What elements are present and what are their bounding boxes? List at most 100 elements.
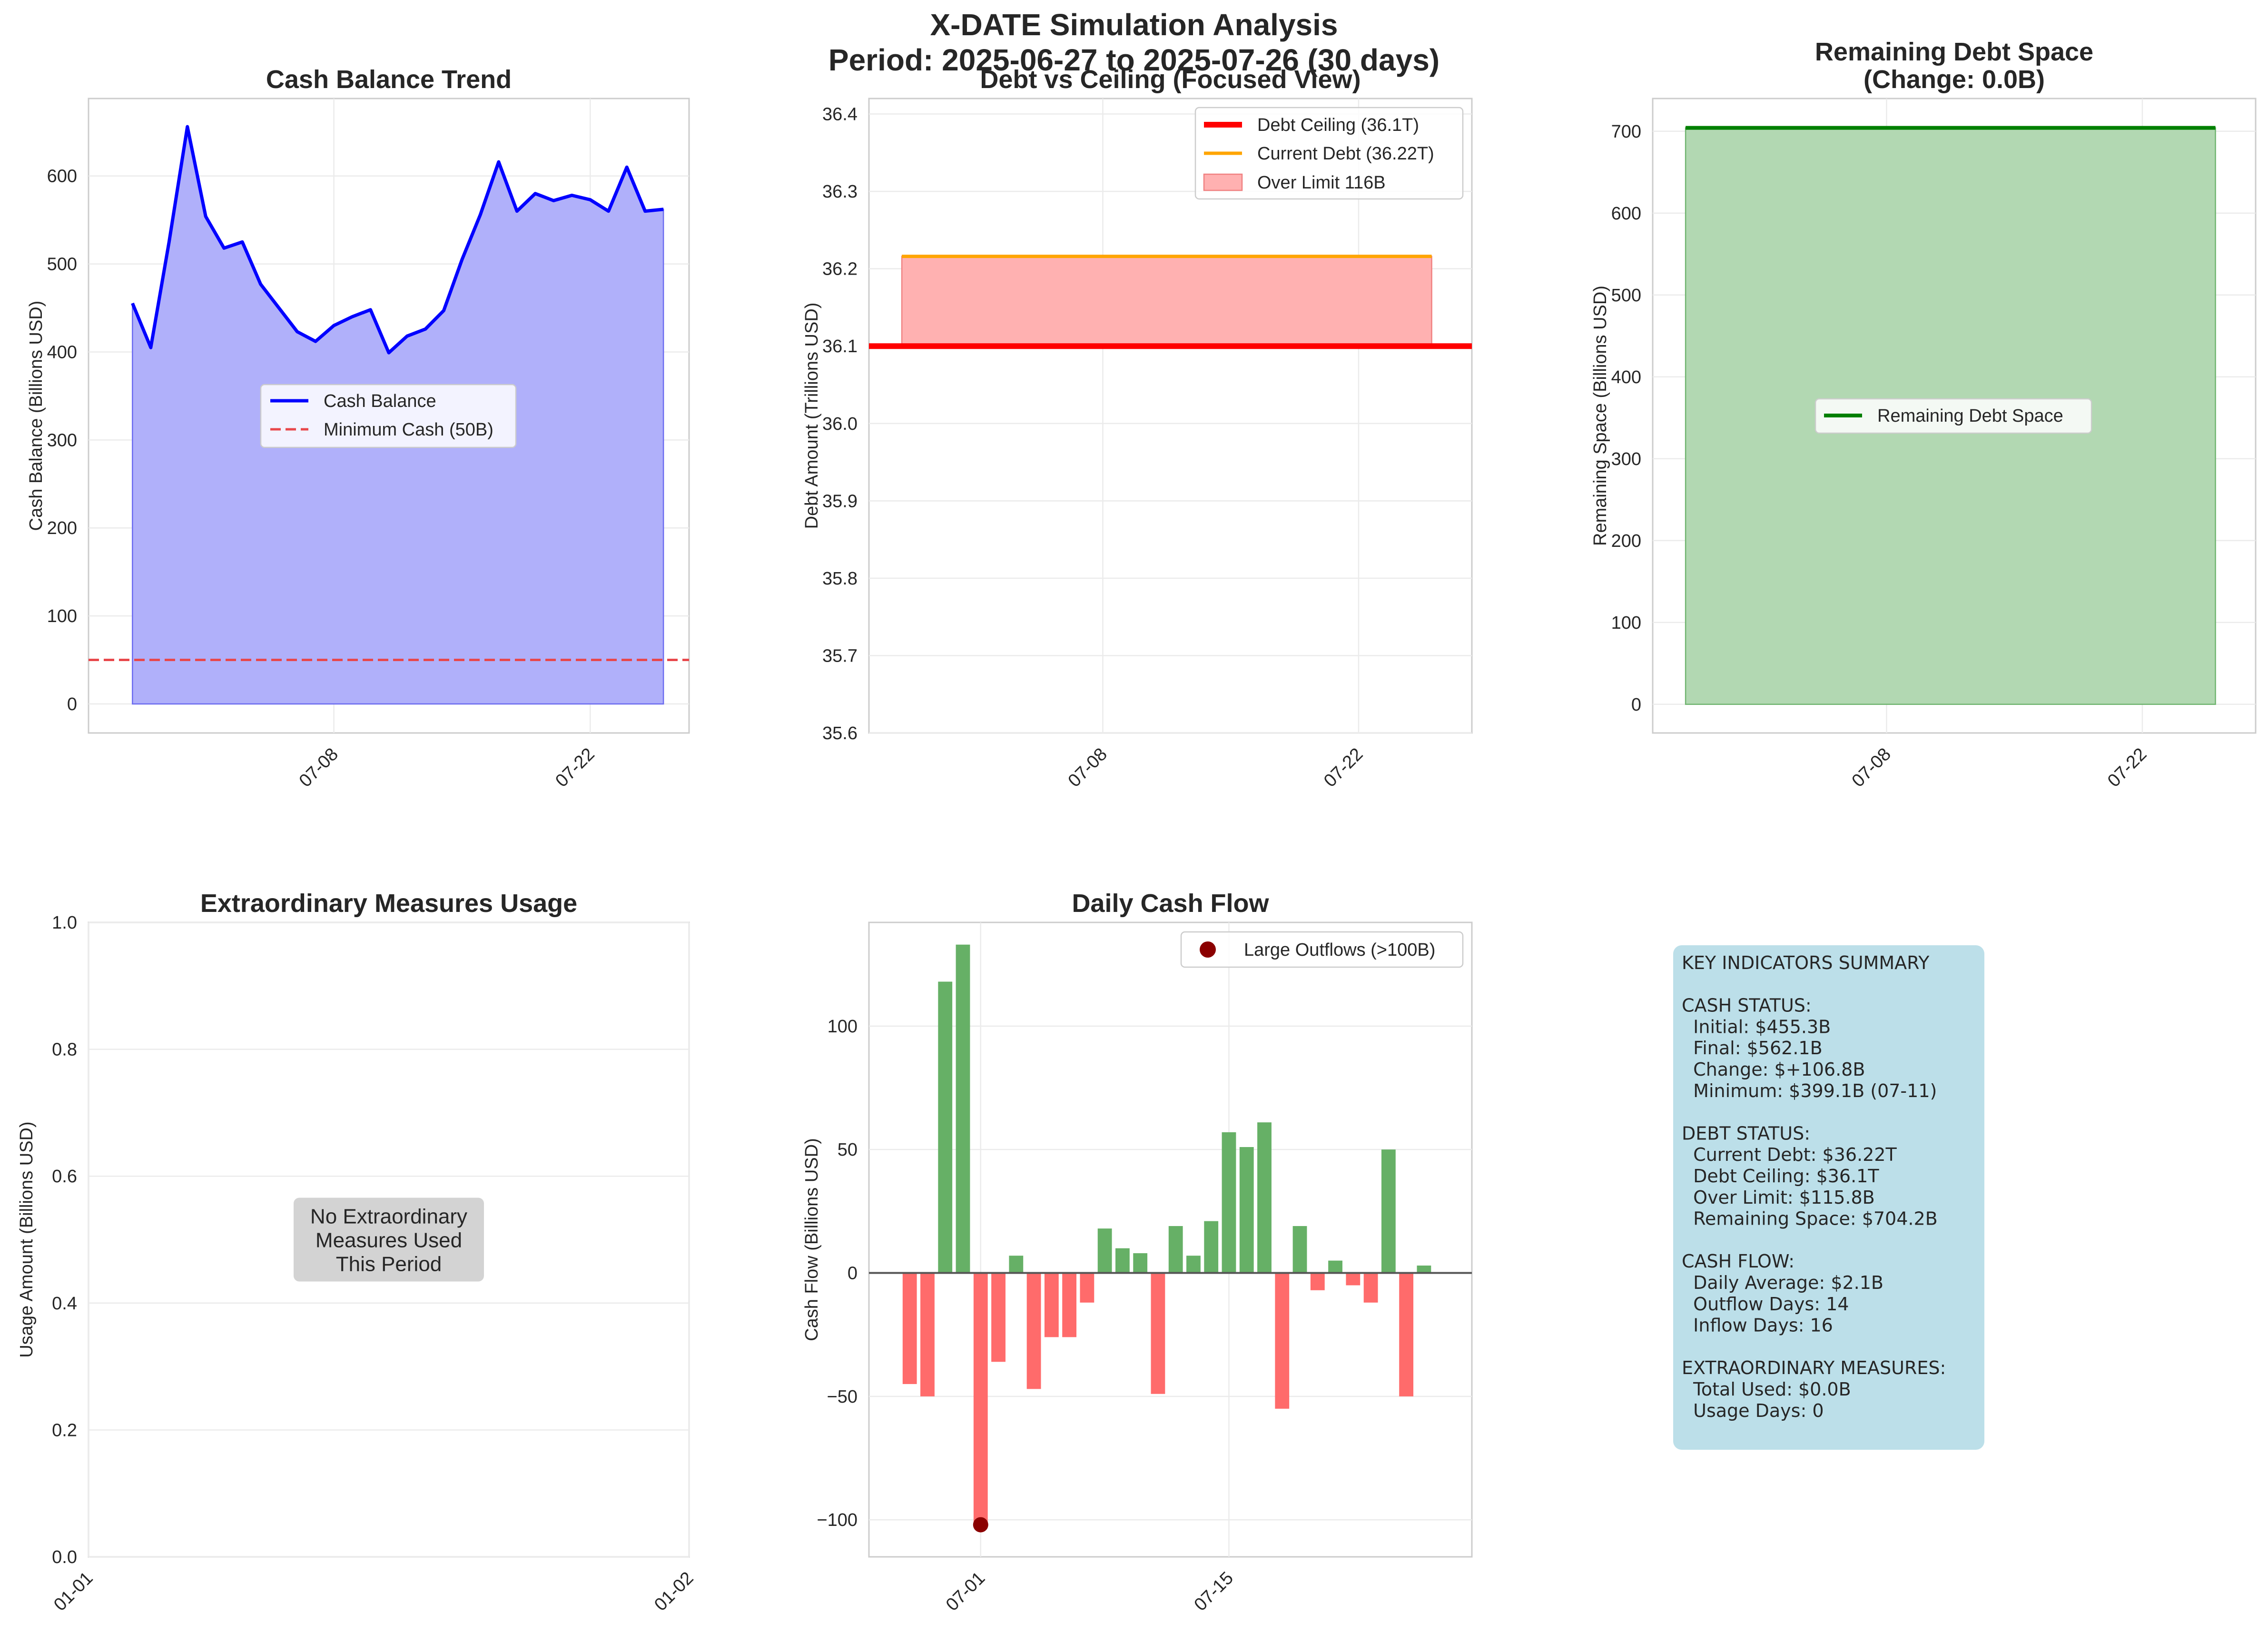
figure-title-line2: Period: 2025-06-27 to 2025-07-26 (30 day…: [828, 43, 1440, 77]
cash-legend-label: Cash Balance: [324, 391, 436, 411]
debt-ytick-label: 36.3: [822, 182, 858, 202]
debt-ytick-label: 36.2: [822, 259, 858, 279]
inflow-bar: [1292, 1226, 1307, 1273]
summary-line: CASH FLOW:: [1682, 1251, 1795, 1272]
summary-line: Usage Days: 0: [1682, 1400, 1824, 1421]
flow-legend-label: Large Outflows (>100B): [1244, 940, 1435, 960]
outflow-bar: [902, 1273, 917, 1384]
over-limit-area: [901, 256, 1432, 347]
inflow-bar: [1239, 1147, 1254, 1273]
debt-xtick-label: 07-22: [1320, 744, 1367, 791]
flow-legend: [1180, 931, 1464, 968]
cash-legend: [260, 384, 517, 448]
summary-line: Remaining Space: $704.2B: [1682, 1208, 1938, 1229]
outflow-bar: [1363, 1273, 1378, 1303]
remaining-ytick-label: 200: [1611, 531, 1641, 551]
summary-line: EXTRAORDINARY MEASURES:: [1682, 1357, 1946, 1378]
outflow-bar: [1275, 1273, 1290, 1409]
remaining-legend-label: Remaining Debt Space: [1877, 406, 2063, 426]
inflow-bar: [1222, 1132, 1236, 1273]
summary-line: Total Used: $0.0B: [1682, 1379, 1851, 1400]
remaining-ytick-label: 100: [1611, 613, 1641, 633]
remaining-ytick-label: 0: [1631, 695, 1641, 715]
debt-legend-label: Debt Ceiling (36.1T): [1257, 115, 1419, 135]
measures-ytick-label: 1.0: [52, 913, 77, 933]
measures-ytick-label: 0.2: [52, 1420, 77, 1440]
remaining-ytick-label: 500: [1611, 286, 1641, 306]
remaining-legend: [1814, 398, 2092, 434]
extraordinary-measures-chart: 0.0 0.2 0.4 0.6 0.8 1.0 01-01 01-02 Usage Amount…: [17, 889, 698, 1615]
flow-xtick-label: 07-15: [1191, 1568, 1237, 1615]
flow-ytick-label: 100: [828, 1017, 858, 1037]
remaining-ylabel: Remaining Space (Billions USD): [1590, 286, 1610, 546]
debt-ytick-label: 35.9: [822, 491, 858, 511]
debt-xtick-label: 07-08: [1065, 744, 1111, 791]
no-measures-text: Measures Used: [316, 1229, 462, 1252]
outflow-bar: [1346, 1273, 1361, 1286]
inflow-bar: [1257, 1122, 1272, 1273]
outflow-bar: [920, 1273, 935, 1396]
remaining-xtick-label: 07-22: [2104, 744, 2150, 791]
cash-balance-line: [131, 125, 664, 355]
measures-ytick-label: 0.6: [52, 1167, 77, 1187]
inflow-bar: [1417, 1265, 1431, 1273]
summary-line: DEBT STATUS:: [1682, 1123, 1810, 1144]
debt-vs-ceiling-chart: 35.6 35.7 35.8 35.9 36.0 36.1 36.2 36.3 36.4 07-0…: [802, 65, 1473, 791]
cash-ytick-label: 200: [47, 518, 77, 538]
debt-legend-swatch: [1203, 173, 1243, 191]
flow-ytick-label: 50: [838, 1140, 858, 1160]
outflow-bar: [1310, 1273, 1325, 1290]
flow-legend-swatch: [1200, 941, 1216, 958]
inflow-bar: [1097, 1228, 1112, 1273]
debt-legend: [1194, 107, 1464, 200]
inflow-bar: [1115, 1248, 1130, 1273]
remaining-title: Remaining Debt Space: [1815, 38, 2093, 66]
flow-ytick-label: −100: [817, 1510, 858, 1530]
figure-title-line1: X-DATE Simulation Analysis: [930, 8, 1338, 42]
outflow-bar: [1062, 1273, 1076, 1337]
remaining-ytick-label: 300: [1611, 449, 1641, 469]
debt-legend-label: Over Limit 116B: [1257, 173, 1386, 193]
inflow-bar: [1133, 1253, 1148, 1273]
summary-line: CASH STATUS:: [1682, 995, 1812, 1016]
flow-title: Daily Cash Flow: [1072, 889, 1269, 918]
cash-ylabel: Cash Balance (Billions USD): [26, 301, 46, 531]
debt-title: Debt vs Ceiling (Focused View): [980, 65, 1361, 94]
cash-ytick-label: 500: [47, 255, 77, 275]
summary-line: Change: $+106.8B: [1682, 1059, 1865, 1080]
cash-balance-chart: 0 100 200 300 400 500 600 07-08 07-22 Cash Balanc…: [26, 65, 690, 791]
remaining-ytick-label: 600: [1611, 204, 1641, 224]
outflow-bar: [1080, 1273, 1095, 1303]
cash-legend-label: Minimum Cash (50B): [324, 420, 493, 440]
inflow-bar: [1009, 1256, 1024, 1273]
measures-xtick-label: 01-02: [651, 1568, 697, 1615]
debt-legend-label: Current Debt (36.22T): [1257, 144, 1434, 164]
debt-ylabel: Debt Amount (Trillions USD): [802, 303, 822, 529]
inflow-bar: [1328, 1260, 1342, 1273]
outflow-bar: [973, 1273, 988, 1525]
summary-box: [1673, 945, 1984, 1450]
cash-title: Cash Balance Trend: [266, 65, 512, 94]
key-indicators-summary: KEY INDICATORS SUMMARY CASH STATUS: Initi…: [1673, 945, 1984, 1450]
debt-plot-area: [868, 98, 1473, 734]
debt-ytick-label: 36.1: [822, 336, 858, 356]
outflow-bar: [1044, 1273, 1059, 1337]
summary-line: Final: $562.1B: [1682, 1038, 1823, 1059]
inflow-bar: [938, 981, 953, 1273]
measures-ytick-label: 0.8: [52, 1040, 77, 1060]
summary-line: Initial: $455.3B: [1682, 1016, 1831, 1037]
measures-ytick-label: 0.4: [52, 1294, 77, 1314]
debt-ytick-label: 36.0: [822, 414, 858, 434]
remaining-debt-space-chart: 0 100 200 300 400 500 600 700 07-08 07-22 Remainin…: [1590, 38, 2257, 791]
daily-cash-flow-chart: −100 −50 0 50 100 07-01 07-15 Cash Flow (Billio…: [802, 889, 1473, 1615]
remaining-ytick-label: 700: [1611, 122, 1641, 142]
flow-ytick-label: −50: [827, 1387, 858, 1407]
remaining-title: (Change: 0.0B): [1864, 65, 2045, 94]
cash-xtick-label: 07-22: [552, 744, 598, 791]
cash-ytick-label: 300: [47, 430, 77, 450]
inflow-bar: [1204, 1221, 1219, 1273]
cash-ytick-label: 0: [67, 694, 77, 714]
flow-xtick-label: 07-01: [942, 1568, 989, 1615]
no-measures-text: This Period: [336, 1253, 442, 1276]
remaining-ytick-label: 400: [1611, 367, 1641, 387]
